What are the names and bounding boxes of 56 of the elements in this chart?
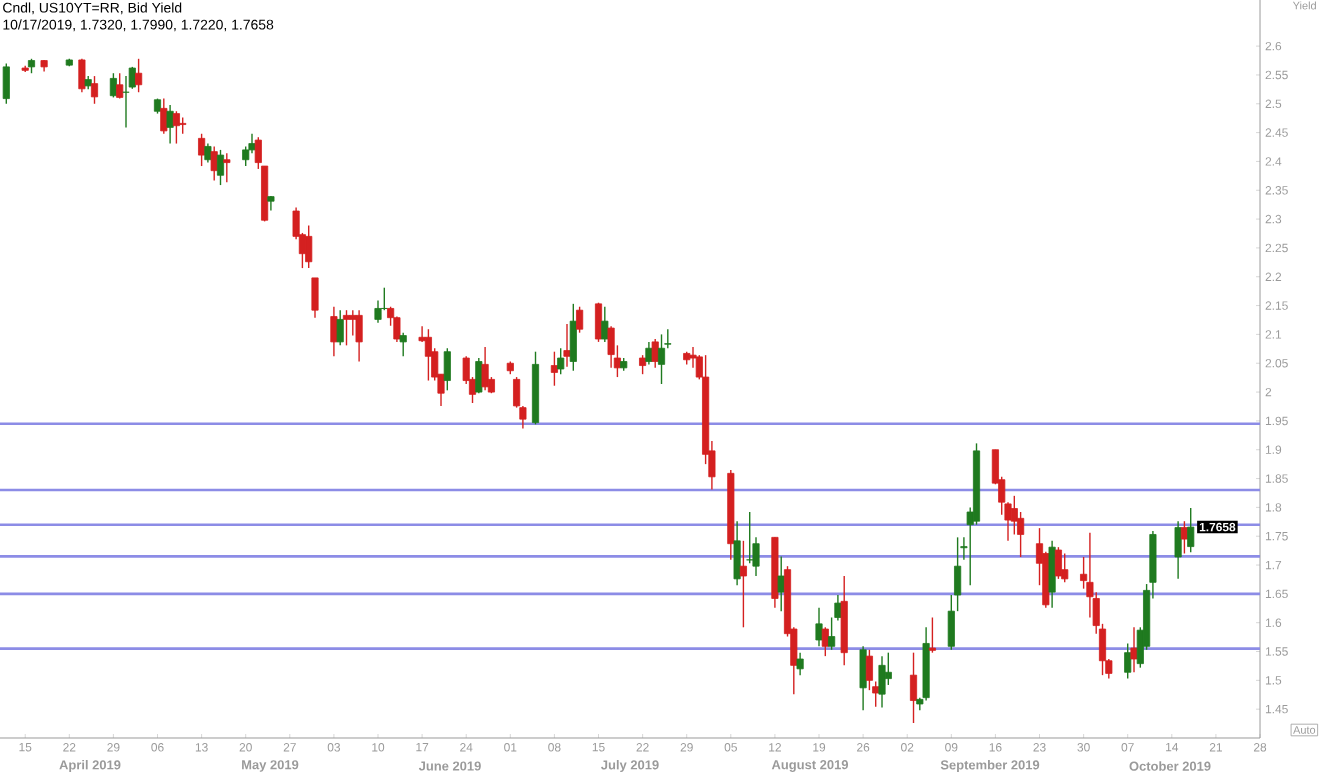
candlestick	[834, 594, 842, 622]
candlestick	[223, 152, 231, 183]
candlestick	[815, 607, 823, 648]
candlestick	[1054, 546, 1062, 580]
candlestick	[475, 357, 483, 394]
candlestick	[859, 645, 867, 712]
candlestick	[657, 333, 666, 385]
candlestick	[739, 540, 747, 628]
candlestick	[78, 58, 86, 93]
candlestick	[607, 325, 615, 369]
candlestick	[160, 97, 168, 135]
candlestick	[2, 62, 10, 105]
candlestick	[1061, 552, 1069, 584]
candlestick	[330, 306, 338, 358]
candlestick	[311, 277, 319, 319]
candlestick	[1130, 626, 1138, 673]
candlestick	[481, 346, 489, 392]
candlestick	[601, 306, 609, 343]
candlestick	[116, 72, 124, 100]
candlestick	[569, 303, 577, 372]
candlestick	[393, 315, 401, 343]
candlestick	[550, 351, 558, 387]
candlestick	[210, 145, 218, 182]
candlestick	[828, 616, 836, 651]
candlestick	[204, 142, 212, 164]
candlestick	[594, 301, 603, 343]
candlestick	[557, 347, 565, 375]
candlestick	[909, 651, 918, 724]
candlestick	[336, 309, 344, 347]
candlestick	[777, 555, 785, 612]
candlestick	[821, 626, 829, 657]
candlestick	[198, 133, 206, 167]
candlestick	[1187, 507, 1195, 554]
candlestick	[443, 347, 451, 392]
candlestick	[305, 224, 313, 269]
candlestick	[639, 354, 647, 375]
candlestick	[1048, 540, 1056, 609]
candlestick	[166, 104, 174, 145]
candlestick	[355, 309, 363, 363]
candlestick	[399, 331, 407, 358]
candlestick	[865, 649, 873, 691]
candlestick	[796, 651, 804, 676]
candlestick	[1174, 520, 1182, 580]
candlestick	[651, 338, 659, 369]
candlestick	[424, 328, 432, 382]
candlestick	[172, 110, 180, 145]
candlestick	[135, 58, 143, 93]
candlestick	[576, 306, 584, 334]
candlestick	[1124, 642, 1132, 680]
candlestick	[878, 655, 886, 709]
candlestick	[1180, 520, 1188, 555]
candlestick	[216, 149, 225, 186]
candlestick	[733, 520, 741, 586]
candlestick	[90, 75, 99, 105]
candlestick	[928, 616, 936, 654]
candlestick	[563, 323, 571, 368]
